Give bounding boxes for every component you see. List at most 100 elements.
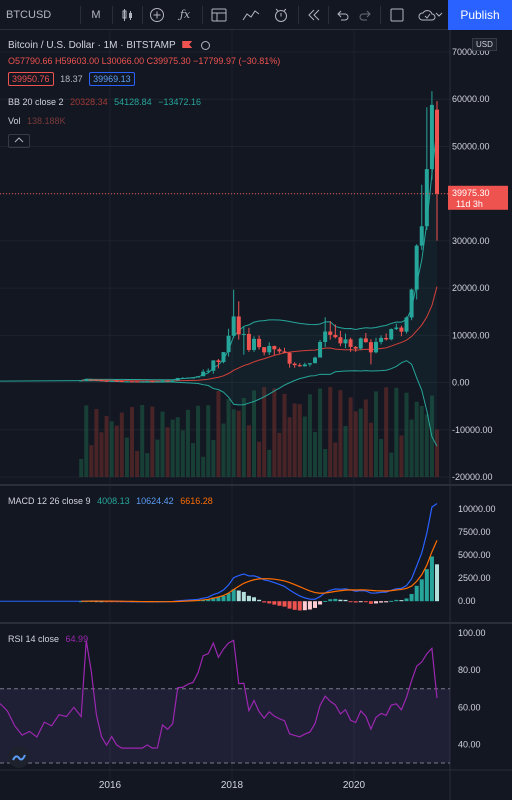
rsi-pane[interactable] xyxy=(0,639,450,764)
toolbar-divider xyxy=(80,6,81,24)
candle-body xyxy=(435,109,439,194)
volume-bar xyxy=(165,427,170,477)
volume-bar xyxy=(389,452,394,477)
macd-histogram-bar xyxy=(399,600,404,602)
macd-histogram-bar xyxy=(211,597,216,602)
candle-body xyxy=(257,338,262,348)
volume-bar xyxy=(226,398,231,477)
macd-histogram-bar xyxy=(241,591,246,602)
macd-histogram-bar xyxy=(246,595,251,602)
candles-icon[interactable] xyxy=(120,0,136,30)
candle-body xyxy=(145,381,150,383)
macd-histogram-bar xyxy=(277,601,282,606)
template-icon[interactable] xyxy=(210,0,228,30)
candle-body xyxy=(358,338,363,349)
volume-bar xyxy=(124,437,129,477)
collapse-legend-button[interactable] xyxy=(8,134,30,148)
tradingview-logo[interactable] xyxy=(8,746,30,768)
fx-icon[interactable]: ƒx xyxy=(179,8,191,21)
bb-upper-value: 54128.84 xyxy=(114,97,152,107)
price-tick-label: 60000.00 xyxy=(452,94,490,104)
volume-bar xyxy=(211,439,216,477)
volume-bar xyxy=(272,388,277,477)
ohlc-values: O57790.66 H59603.00 L30066.00 C39975.30 … xyxy=(8,56,281,66)
price-tick-label: 20000.00 xyxy=(452,283,490,293)
alert-icon[interactable] xyxy=(270,0,292,30)
candle-body xyxy=(241,333,246,335)
volume-bar xyxy=(79,459,84,477)
cloud-save-icon[interactable] xyxy=(416,0,446,30)
volume-bar xyxy=(287,417,292,477)
macd-signal-value: 6616.28 xyxy=(180,496,213,506)
volume-bar xyxy=(394,387,399,477)
interval-button[interactable]: M xyxy=(91,9,101,21)
candle-body xyxy=(196,376,201,378)
price-tick-label: 0.00 xyxy=(452,378,470,388)
candle-body xyxy=(84,379,89,381)
candle-body xyxy=(297,365,302,367)
candle-body xyxy=(287,352,292,364)
macd-histogram-bar xyxy=(333,598,338,602)
macd-legend[interactable]: MACD 12 26 close 9 4008.13 10624.42 6616… xyxy=(8,496,213,506)
volume-bar xyxy=(343,426,348,477)
redo-icon[interactable] xyxy=(358,0,374,30)
macd-histogram-bar xyxy=(236,590,241,602)
compare-icon[interactable] xyxy=(240,0,264,30)
bb-upper-line xyxy=(81,126,438,381)
candle-body xyxy=(277,349,282,352)
volume-bar xyxy=(221,423,226,477)
volume-bar xyxy=(318,388,323,477)
market-status-icon xyxy=(182,41,193,48)
publish-button[interactable]: Publish xyxy=(448,0,512,30)
macd-name: MACD 12 26 close 9 xyxy=(8,496,91,506)
macd-histogram-bar xyxy=(272,601,277,605)
candle-body xyxy=(246,333,251,350)
currency-label[interactable]: USD xyxy=(472,38,497,51)
undo-icon[interactable] xyxy=(334,0,350,30)
vol-name: Vol xyxy=(8,116,21,126)
macd-histogram-bar xyxy=(348,601,353,603)
candle-body xyxy=(124,381,129,383)
candle-body xyxy=(343,339,348,344)
candle-body xyxy=(165,380,170,382)
replay-icon[interactable] xyxy=(306,0,322,30)
candle-body xyxy=(424,169,429,227)
price-tick-label: -10000.00 xyxy=(452,425,493,435)
price-tick-label: -20000.00 xyxy=(452,472,493,482)
price-axis[interactable]: 70000.0060000.0050000.0040000.0030000.00… xyxy=(448,47,508,749)
macd-pane[interactable] xyxy=(0,502,439,611)
candle-body xyxy=(180,377,185,379)
chart-canvas[interactable]: 70000.0060000.0050000.0040000.0030000.00… xyxy=(0,30,512,800)
candle-body xyxy=(409,289,414,318)
candle-body xyxy=(160,380,165,382)
macd-histogram-bar xyxy=(384,601,389,603)
volume-bar xyxy=(175,417,180,477)
volume-bar xyxy=(216,391,221,477)
symbol-search[interactable]: BTCUSD xyxy=(6,9,52,21)
macd-line-value: 10624.42 xyxy=(136,496,174,506)
macd-histogram-bar xyxy=(318,601,323,605)
candle-body xyxy=(353,346,358,349)
vol-legend[interactable]: Vol 138.188K xyxy=(8,116,66,126)
macd-histogram-bar xyxy=(257,599,262,602)
candle-body xyxy=(94,379,99,381)
candle-body xyxy=(348,339,353,347)
price-pane[interactable] xyxy=(0,91,450,477)
bb-basis-value: 20328.34 xyxy=(70,97,108,107)
candle-body xyxy=(384,337,389,340)
ask-price[interactable]: 39969.13 xyxy=(89,72,135,86)
time-axis[interactable]: 2016 2018 2020 xyxy=(0,769,512,791)
candle-body xyxy=(414,245,419,290)
last-price-label-bg xyxy=(448,185,508,210)
bb-legend[interactable]: BB 20 close 2 20328.34 54128.84 −13472.1… xyxy=(8,97,201,107)
rsi-legend[interactable]: RSI 14 close 64.99 xyxy=(8,634,88,644)
candle-body xyxy=(272,345,277,350)
layout-icon[interactable] xyxy=(388,0,406,30)
volume-bar xyxy=(246,425,251,477)
candle-body xyxy=(328,331,333,335)
macd-signal-line xyxy=(81,540,438,603)
add-indicator-icon[interactable] xyxy=(148,0,166,30)
toolbar-divider xyxy=(202,6,203,24)
bid-price[interactable]: 39950.76 xyxy=(8,72,54,86)
macd-histogram-bar xyxy=(429,556,434,602)
